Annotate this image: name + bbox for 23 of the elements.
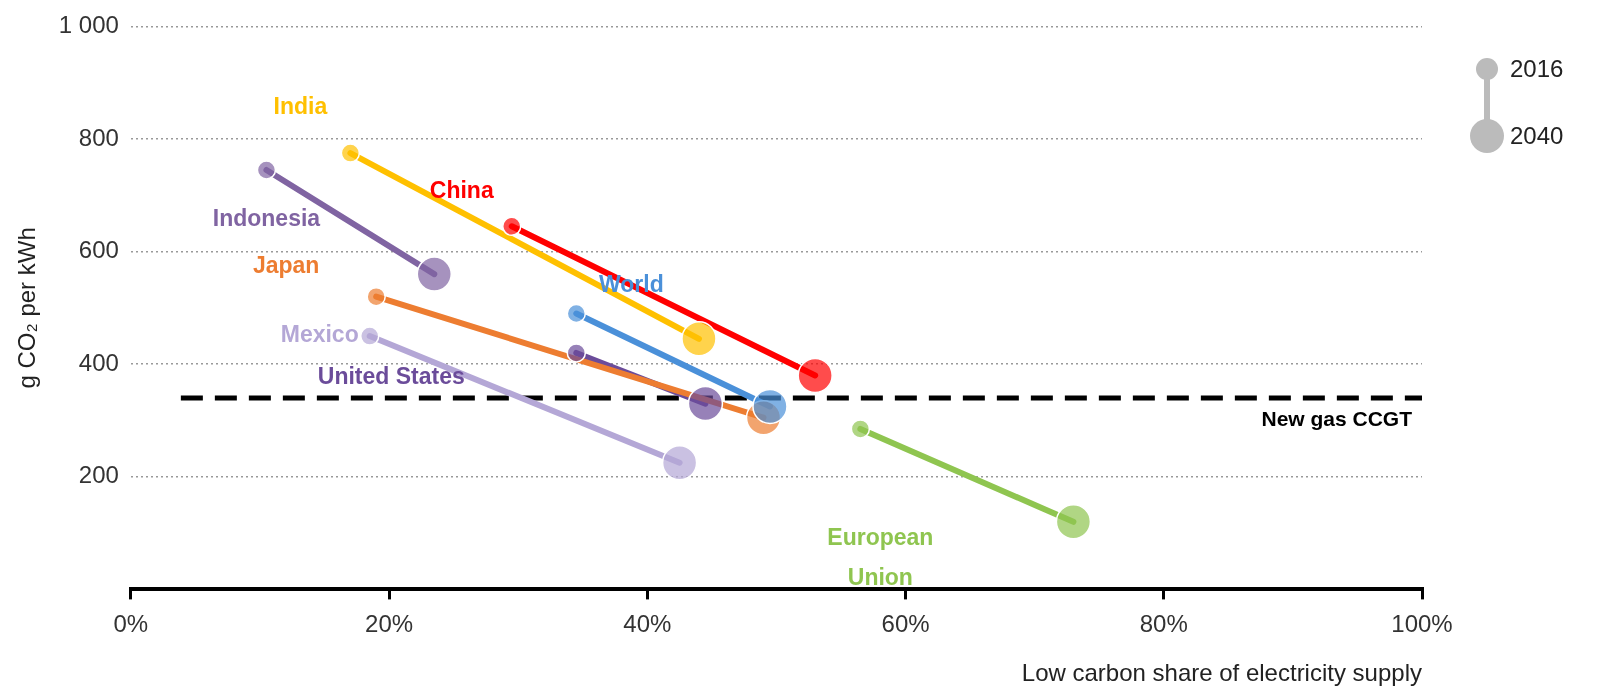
x-tick-label: 40% [623, 610, 672, 638]
series-label: Mexico [280, 321, 359, 348]
y-tick-label: 600 [78, 236, 119, 264]
x-tick-label: 60% [881, 610, 930, 638]
ref-line-label: New gas CCGT [1261, 407, 1413, 431]
text: European Union [827, 524, 934, 591]
text: United States [317, 363, 465, 390]
y-axis-title: g CO₂ per kWh [13, 227, 41, 389]
text: Japan [252, 251, 320, 278]
y-tick-label: 400 [78, 348, 119, 376]
x-tick-label: 20% [365, 610, 414, 638]
y-tick-label: 1 000 [58, 11, 119, 39]
x-tick-label: 0% [113, 610, 149, 638]
x-tick-label: 100% [1391, 610, 1453, 638]
x-axis-title: Low carbon share of electricity supply [1021, 659, 1422, 687]
text: 2016 [1510, 55, 1564, 83]
y-tick-label: 200 [78, 461, 119, 489]
series-label: Indonesia [212, 205, 321, 232]
text: 2040 [1510, 122, 1564, 150]
series-label: China [429, 176, 494, 203]
x-tick-label: 80% [1139, 610, 1188, 638]
series-label: India [273, 93, 328, 120]
y-tick-label: 800 [78, 123, 119, 151]
